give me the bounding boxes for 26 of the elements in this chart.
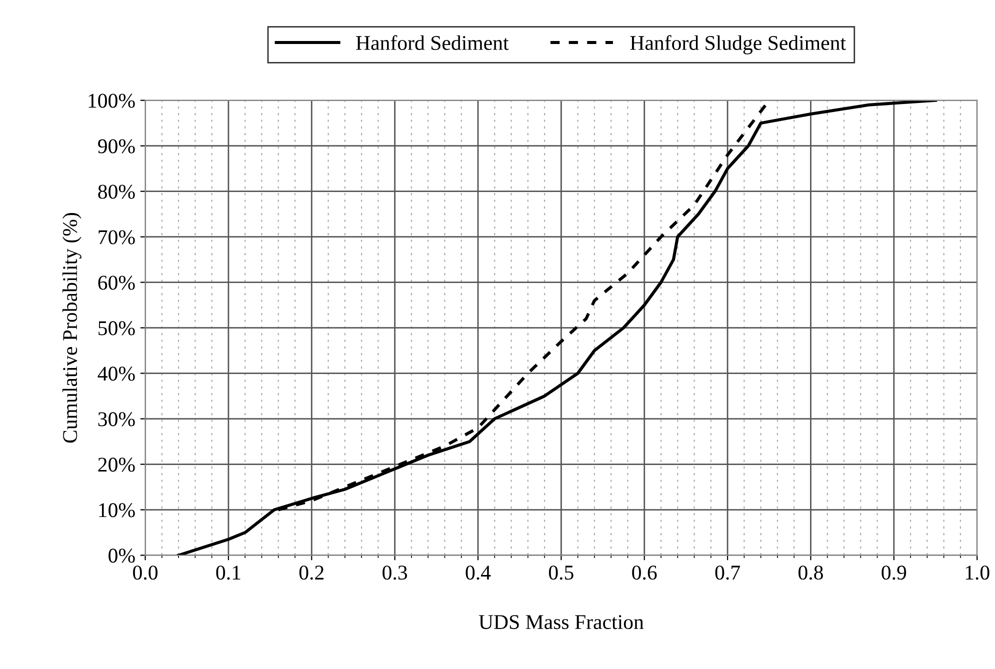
x-tick-label: 0.6 xyxy=(632,566,657,580)
y-tick-label: 10% xyxy=(99,503,135,518)
y-tick-label: 70% xyxy=(98,230,135,244)
x-tick-label: 0.1 xyxy=(216,566,240,580)
x-tick-label: 0.3 xyxy=(382,566,408,580)
x-tick-label: 0.4 xyxy=(466,566,491,580)
legend-label: Hanford Sediment xyxy=(356,35,509,50)
x-tick-label: 0.2 xyxy=(299,566,324,580)
x-tick-label: 0.5 xyxy=(548,566,574,580)
x-tick-label: 0.7 xyxy=(715,566,740,580)
y-tick-label: 80% xyxy=(98,184,135,199)
y-axis-title: Cumulative Probability (%) xyxy=(62,213,82,443)
y-tick-label: 0% xyxy=(108,548,135,563)
y-tick-label: 90% xyxy=(98,139,135,154)
x-tick-label: 1.0 xyxy=(966,566,990,580)
y-tick-label: 100% xyxy=(88,94,135,108)
y-tick-label: 40% xyxy=(98,366,135,381)
x-tick-label: 0.0 xyxy=(133,566,158,580)
x-tick-label: 0.9 xyxy=(882,566,906,580)
y-tick-label: 20% xyxy=(98,458,135,472)
x-axis-title: UDS Mass Fraction xyxy=(478,615,644,630)
y-tick-label: 30% xyxy=(98,412,135,426)
legend-label: Hanford Sludge Sediment xyxy=(630,35,846,54)
y-tick-label: 60% xyxy=(98,276,135,290)
y-tick-label: 50% xyxy=(98,321,135,336)
x-tick-label: 0.8 xyxy=(798,566,823,580)
